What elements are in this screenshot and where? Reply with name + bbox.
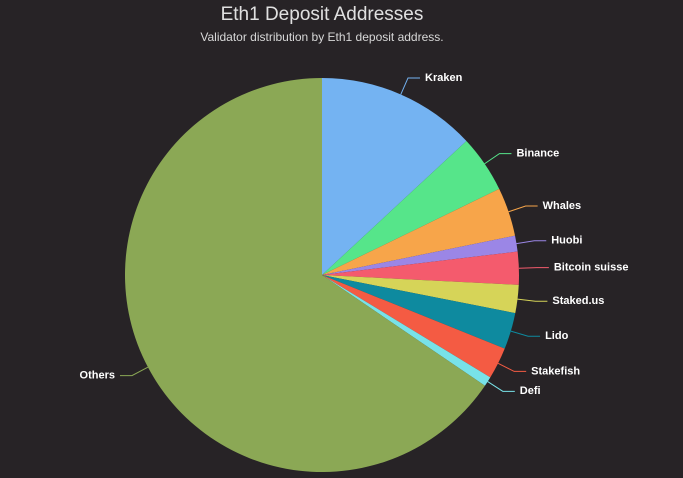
pie-slice xyxy=(322,235,518,275)
slice-label: Defi xyxy=(520,385,541,397)
label-connector xyxy=(517,298,548,302)
label-connector xyxy=(400,77,421,95)
label-connector xyxy=(119,366,149,377)
pie-slice xyxy=(322,275,519,314)
pie-slice xyxy=(322,141,500,275)
slice-label: Others xyxy=(80,370,115,382)
slice-label: Stakefish xyxy=(531,365,580,377)
label-connector xyxy=(518,267,549,269)
slice-label: Staked.us xyxy=(552,295,604,307)
pie-slice xyxy=(322,275,491,386)
label-connector xyxy=(508,205,538,213)
slice-label: Lido xyxy=(545,330,568,342)
chart-title: Eth1 Deposit Addresses xyxy=(221,4,424,25)
pie-slice xyxy=(322,188,516,275)
slice-label: Bitcoin suisse xyxy=(554,261,629,273)
label-connector xyxy=(484,153,512,165)
pie-slice xyxy=(322,275,516,349)
chart-subtitle: Validator distribution by Eth1 deposit a… xyxy=(200,30,443,44)
slice-label: Huobi xyxy=(551,235,582,247)
label-connector xyxy=(516,240,547,245)
label-connector xyxy=(510,330,541,337)
slice-label: Binance xyxy=(516,148,559,160)
slice-label: Kraken xyxy=(425,72,463,84)
label-connector xyxy=(497,362,527,372)
label-connector xyxy=(487,381,515,392)
slice-label: Whales xyxy=(543,200,582,212)
pie-slice xyxy=(322,275,505,378)
pie-slice xyxy=(322,251,519,285)
pie-slice xyxy=(322,78,467,275)
pie-slice xyxy=(124,78,485,473)
